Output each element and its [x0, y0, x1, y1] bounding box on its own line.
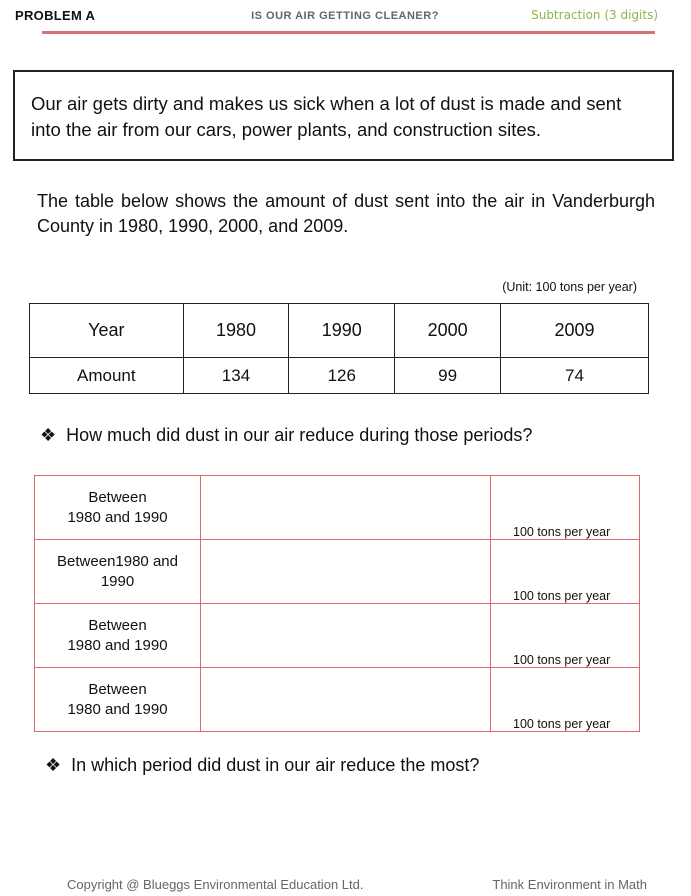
period-line: 1980 and 1990 — [67, 508, 168, 526]
table-cell: 99 — [394, 357, 501, 394]
table-cell: 134 — [182, 357, 290, 394]
period-label: Between 1980 and 1990 — [34, 475, 201, 540]
answer-field[interactable] — [200, 539, 491, 604]
table-cell: Year — [29, 303, 184, 358]
answer-field[interactable] — [200, 667, 491, 732]
table-header-row: Year 1980 1990 2000 2009 — [29, 303, 649, 358]
unit-label: 100 tons per year — [490, 475, 640, 540]
answer-row: Between 1980 and 1990 100 tons per year — [34, 667, 640, 732]
period-line: 1980 and 1990 — [67, 700, 168, 718]
period-label: Between 1980 and 1990 — [34, 667, 201, 732]
period-line: 1990 — [100, 572, 135, 590]
table-cell: 2009 — [500, 303, 649, 358]
table-cell: 126 — [288, 357, 396, 394]
table-row: Amount 134 126 99 74 — [29, 357, 649, 394]
table-cell: Amount — [29, 357, 184, 394]
answer-field[interactable] — [200, 475, 491, 540]
question-text: How much did dust in our air reduce duri… — [66, 425, 533, 445]
period-label: Between 1980 and 1990 — [34, 603, 201, 668]
problem-label: PROBLEM A — [15, 8, 96, 23]
period-line: Between — [88, 616, 147, 634]
question-text: In which period did dust in our air redu… — [71, 755, 480, 775]
footer-tagline: Think Environment in Math — [492, 877, 647, 892]
answer-row: Between 1980 and 1990 100 tons per year — [34, 475, 640, 540]
answer-field[interactable] — [200, 603, 491, 668]
answer-row: Between1980 and 1990 100 tons per year — [34, 539, 640, 604]
unit-label: 100 tons per year — [490, 603, 640, 668]
table-cell: 2000 — [394, 303, 501, 358]
bullet-icon: ❖ — [40, 425, 57, 445]
period-line: Between — [88, 488, 147, 506]
unit-label: 100 tons per year — [490, 539, 640, 604]
answer-row: Between 1980 and 1990 100 tons per year — [34, 603, 640, 668]
period-line: Between — [88, 680, 147, 698]
table-cell: 1990 — [288, 303, 396, 358]
question-2: ❖ In which period did dust in our air re… — [45, 755, 479, 776]
table-cell: 74 — [500, 357, 649, 394]
worksheet-title: IS OUR AIR GETTING CLEANER? — [251, 10, 439, 22]
intro-paragraph: The table below shows the amount of dust… — [37, 191, 655, 236]
period-label: Between1980 and 1990 — [34, 539, 201, 604]
unit-label: (Unit: 100 tons per year) — [502, 280, 637, 294]
period-line: 1980 and 1990 — [67, 636, 168, 654]
worksheet-subtitle: Subtraction (3 digits) — [531, 8, 658, 22]
intro-box: Our air gets dirty and makes us sick whe… — [13, 70, 674, 161]
header-divider — [42, 31, 655, 34]
table-cell: 1980 — [182, 303, 290, 358]
dust-table: Year 1980 1990 2000 2009 Amount 134 126 … — [29, 303, 649, 394]
unit-label: 100 tons per year — [490, 667, 640, 732]
question-1: ❖ How much did dust in our air reduce du… — [40, 425, 532, 446]
answer-table: Between 1980 and 1990 100 tons per year Bet… — [34, 475, 640, 732]
period-line: Between1980 and — [57, 552, 178, 570]
bullet-icon: ❖ — [45, 755, 62, 775]
footer-copyright: Copyright @ Blueggs Environmental Educat… — [67, 877, 364, 892]
